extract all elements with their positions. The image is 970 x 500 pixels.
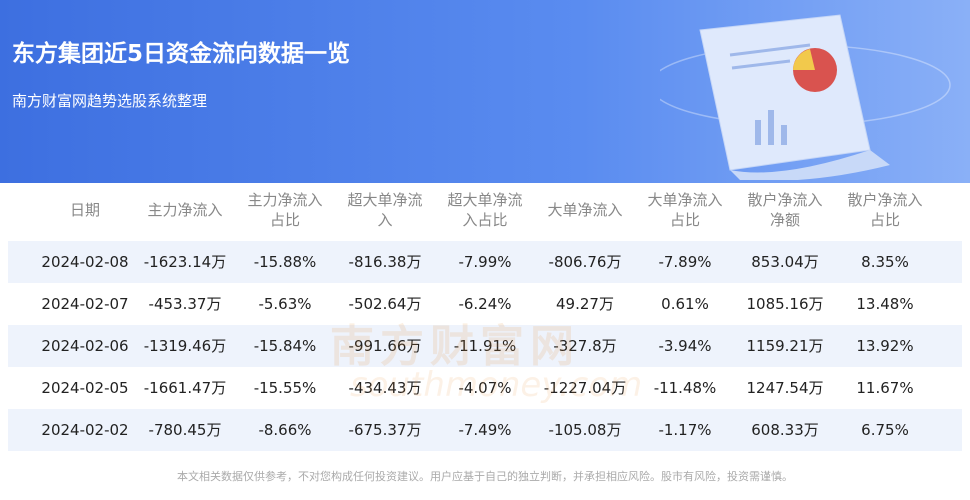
table-cell: -327.8万 [553,337,617,355]
table-cell: -816.38万 [348,253,422,271]
table-cell: -434.43万 [348,379,422,397]
header-banner: 东方集团近5日资金流向数据一览 南方财富网趋势选股系统整理 [0,0,970,183]
table-cell: -991.66万 [348,337,422,355]
disclaimer: 本文相关数据仅供参考，不对您构成任何投资建议。用户应基于自己的独立判断，并承担相… [177,470,793,483]
column-header: 散户净流入 净额 [747,191,823,229]
column-header: 大单净流入 [547,201,623,219]
table-row: 2024-02-05 -1661.47万 -15.55% -434.43万 -4.07%… [8,367,962,409]
table-cell: -6.24% [458,295,512,313]
table-cell: -780.45万 [148,421,222,439]
table-cell: -7.89% [658,253,712,271]
table-cell: 1159.21万 [746,337,824,355]
table-cell: 853.04万 [751,253,819,271]
table-cell: 2024-02-06 [41,337,129,355]
table-cell: -1623.14万 [143,253,227,271]
column-header: 主力净流入 占比 [247,191,323,229]
table-row: 2024-02-02 -780.45万 -8.66% -675.37万 -7.49% -1… [8,409,962,451]
table-cell: -5.63% [258,295,312,313]
column-header: 日期 [69,201,100,219]
table-cell: -1661.47万 [143,379,227,397]
table-cell: -8.66% [258,421,312,439]
table-cell: -502.64万 [348,295,422,313]
table-row: 2024-02-08 -1623.14万 -15.88% -816.38万 -7.99%… [8,241,962,283]
table-cell: -3.94% [658,337,712,355]
page-subtitle: 南方财富网趋势选股系统整理 [12,92,208,110]
table-cell: -11.91% [453,337,517,355]
table-cell: 1247.54万 [746,379,824,397]
table-cell: 0.61% [661,295,709,313]
table-cell: 2024-02-05 [41,379,129,397]
table-cell: -1.17% [658,421,712,439]
table-row: 2024-02-06 -1319.46万 -15.84% -991.66万 -11.91… [8,325,962,367]
table-cell: 13.48% [856,295,914,313]
table-cell: 8.35% [861,253,909,271]
column-header: 超大单净流 入占比 [447,191,523,229]
watermark-en: southmoney.com [350,365,643,405]
table-cell: -15.84% [253,337,317,355]
table-cell: 2024-02-02 [41,421,129,439]
watermark-cn: 南方财富网 [330,321,580,372]
table-cell: -675.37万 [348,421,422,439]
table-cell: -1319.46万 [143,337,227,355]
table-cell: -4.07% [458,379,512,397]
table-cell: -1227.04万 [543,379,627,397]
document-chart-illustration-icon [660,14,951,180]
table-cell: -7.99% [458,253,512,271]
column-header: 主力净流入 [147,201,223,219]
column-header: 大单净流入 占比 [647,191,723,229]
column-header: 散户净流入 占比 [847,191,923,229]
table-row: 2024-02-07 -453.37万 -5.63% -502.64万 -6.24% 49… [8,283,962,325]
table-cell: 49.27万 [556,295,614,313]
table-cell: -806.76万 [548,253,622,271]
page-title: 东方集团近5日资金流向数据一览 [12,41,351,67]
table-cell: -453.37万 [148,295,222,313]
table-cell: -15.55% [253,379,317,397]
table-cell: 13.92% [856,337,914,355]
table-cell: -11.48% [653,379,717,397]
table-cell: 6.75% [861,421,909,439]
table-cell: -15.88% [253,253,317,271]
column-header: 超大单净流 入 [347,191,423,229]
table-cell: 1085.16万 [746,295,824,313]
table-cell: 608.33万 [751,421,819,439]
table-cell: -7.49% [458,421,512,439]
table-cell: 2024-02-07 [41,295,129,313]
table-cell: 11.67% [856,379,914,397]
table-cell: -105.08万 [548,421,622,439]
table-cell: 2024-02-08 [41,253,129,271]
